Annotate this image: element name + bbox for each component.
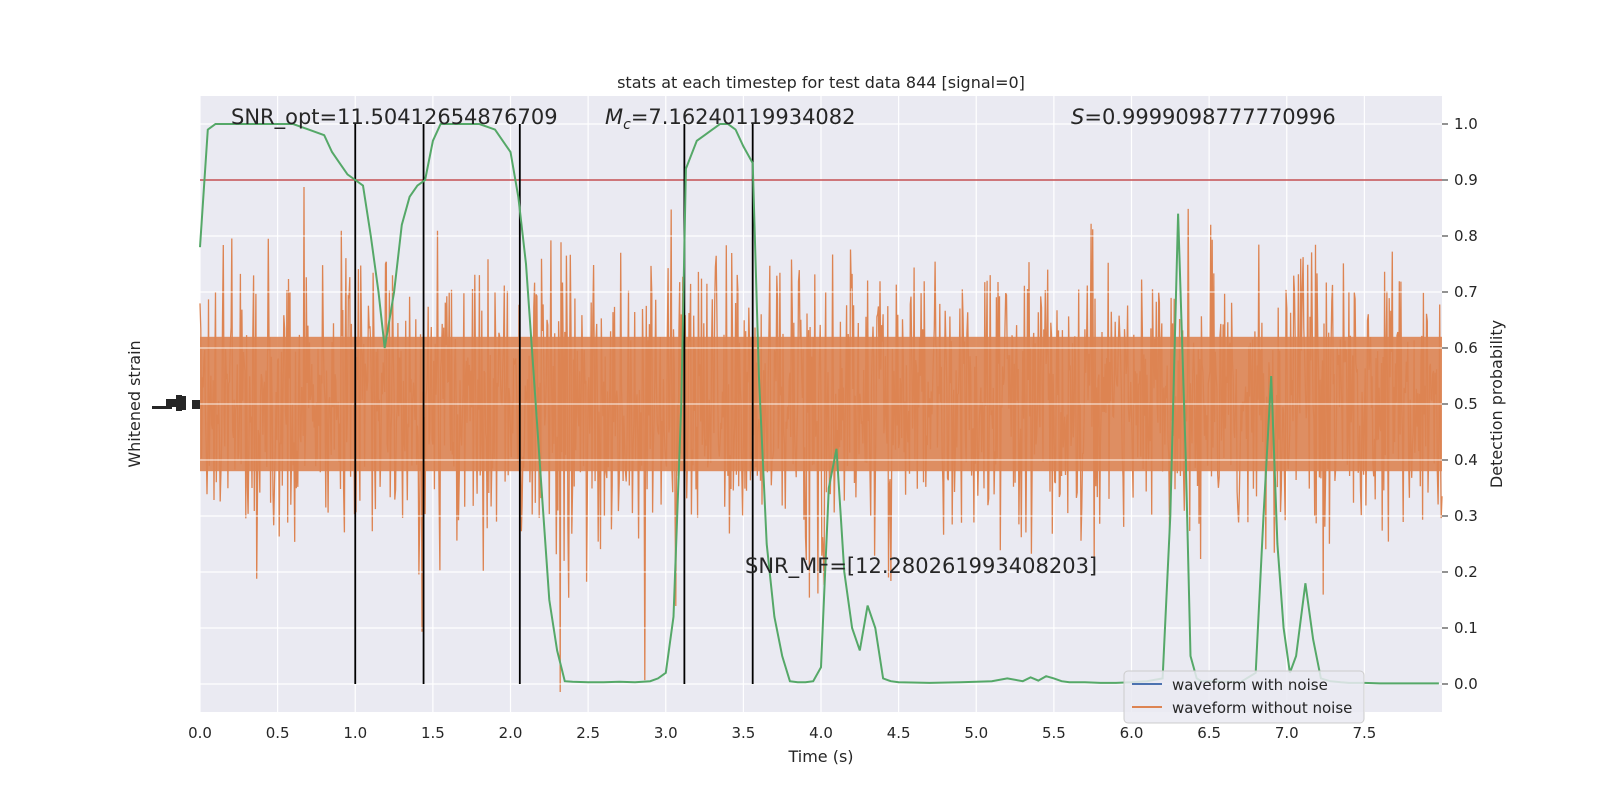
y-tick-label: 0.8 [1454, 227, 1478, 245]
x-axis-label: Time (s) [787, 747, 853, 766]
x-tick-label: 5.5 [1042, 724, 1066, 742]
x-tick-label: 7.5 [1352, 724, 1376, 742]
chirp-mass-annotation: Mc=7.16240119934082 [605, 105, 856, 133]
x-tick-label: 0.5 [266, 724, 290, 742]
y-axis-right-label: Detection probability [1487, 320, 1506, 488]
x-tick-label: 1.5 [421, 724, 445, 742]
x-tick-label: 2.5 [576, 724, 600, 742]
x-axis-ticks: 0.0 0.5 1.0 1.5 2.0 2.5 3.0 3.5 4.0 4.5 5.0 5.5 6.0 6… [188, 724, 1376, 742]
x-tick-label: 1.0 [343, 724, 367, 742]
x-tick-label: 4.0 [809, 724, 833, 742]
x-tick-label: 0.0 [188, 724, 212, 742]
chart-title: stats at each timestep for test data 844… [617, 73, 1025, 92]
x-tick-label: 2.0 [499, 724, 523, 742]
legend-box [1123, 670, 1365, 724]
y-tick-label: 0.3 [1454, 507, 1478, 525]
y-tick-label: 0.4 [1454, 451, 1478, 469]
y-tick-label: 0.9 [1454, 171, 1478, 189]
x-tick-label: 6.0 [1120, 724, 1144, 742]
y-tick-label: 0.0 [1454, 675, 1478, 693]
legend: waveform with noise waveform without noi… [1123, 670, 1365, 724]
legend-label-with-noise: waveform with noise [1172, 676, 1328, 694]
y-tick-label: 0.7 [1454, 283, 1478, 301]
y-axis-right-ticks: 0.0 0.1 0.2 0.3 0.4 0.5 0.6 0.7 0.8 0.9 1.0 [1442, 115, 1478, 693]
x-tick-label: 4.5 [887, 724, 911, 742]
snr-opt-annotation: SNR_opt=11.50412654876709 [231, 105, 558, 130]
x-tick-label: 6.5 [1197, 724, 1221, 742]
x-tick-label: 3.5 [731, 724, 755, 742]
x-tick-label: 5.0 [964, 724, 988, 742]
s-annotation: S=0.9999098777770996 [1071, 105, 1336, 129]
y-tick-label: 0.2 [1454, 563, 1478, 581]
y-tick-label: 1.0 [1454, 115, 1478, 133]
snr-mf-annotation: SNR_MF=[12.280261993408203] [745, 554, 1097, 579]
x-tick-label: 7.0 [1275, 724, 1299, 742]
y-tick-label: 0.6 [1454, 339, 1478, 357]
y-tick-label: 0.1 [1454, 619, 1478, 637]
y-axis-left-label: Whitened strain [125, 340, 144, 467]
y-tick-label: 0.5 [1454, 395, 1478, 413]
x-tick-label: 3.0 [654, 724, 678, 742]
left-axis-stub [152, 395, 200, 411]
legend-label-without-noise: waveform without noise [1172, 699, 1352, 717]
